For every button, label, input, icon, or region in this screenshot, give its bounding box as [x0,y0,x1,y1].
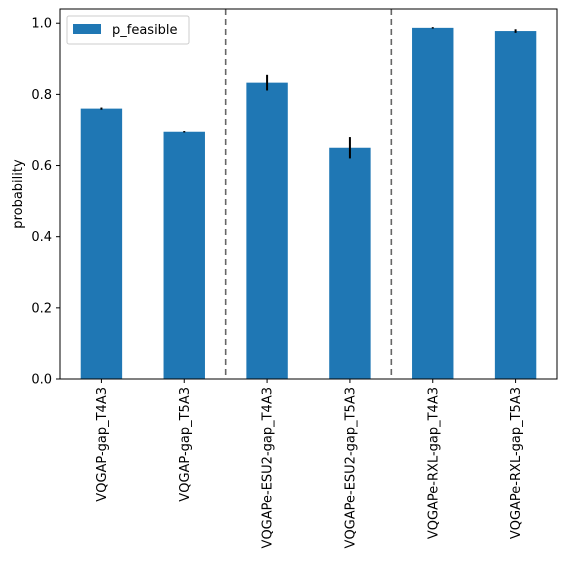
y-tick-label: 1.0 [31,17,52,32]
x-tick-label: VQGAPe-RXL-gap_T4A3 [426,387,441,539]
x-axis: VQGAP-gap_T4A3 VQGAP-gap_T5A3 VQGAPe-ESU2-… [95,379,524,548]
bar-VQGAPe-ESU2-gap_T4A3 [246,82,288,379]
separators-layer [224,9,393,379]
y-tick-label: 0.4 [31,230,52,245]
bar-VQGAPe-RXL-gap_T5A3 [494,31,537,380]
x-tick-label: VQGAPe-ESU2-gap_T5A3 [343,387,358,548]
y-tick-label: 0.2 [31,301,52,316]
y-axis: 0.0 0.2 0.4 0.6 0.8 1.0 [31,17,60,388]
bar-VQGAP-gap_T4A3 [80,108,123,380]
x-tick-label: VQGAPe-ESU2-gap_T4A3 [261,387,276,548]
y-tick-label: 0.6 [31,159,52,174]
x-tick-label: VQGAP-gap_T5A3 [178,387,193,502]
x-tick-label: VQGAPe-RXL-gap_T5A3 [509,387,524,539]
legend-box [66,15,190,45]
y-tick-label: 0.0 [31,373,52,388]
y-tick-label: 0.8 [31,88,52,103]
error-bars-layer [100,27,517,159]
legend-swatch [73,24,101,34]
bars-layer [80,27,537,380]
bar-VQGAPe-ESU2-gap_T5A3 [329,147,371,379]
legend: p_feasible [66,15,190,45]
legend-label: p_feasible [112,23,178,38]
plot-frame [59,8,558,380]
bar-VQGAPe-RXL-gap_T4A3 [412,27,454,380]
x-tick-label: VQGAP-gap_T4A3 [95,387,110,502]
bar-VQGAP-gap_T5A3 [163,131,205,379]
y-axis-label: probability [11,159,26,229]
